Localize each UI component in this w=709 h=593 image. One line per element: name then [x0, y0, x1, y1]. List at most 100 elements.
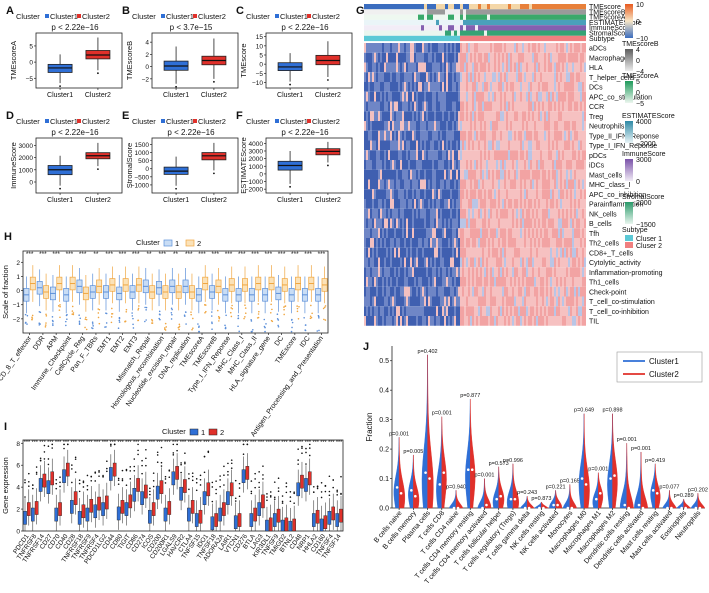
heatmap-cell: [556, 199, 558, 209]
heatmap-cell: [566, 160, 568, 170]
annotation-cell: [376, 35, 379, 42]
heatmap-cell: [528, 150, 530, 160]
heatmap-cell: [582, 101, 584, 112]
outlier-point: [269, 491, 272, 493]
annotation-cell: [442, 25, 445, 31]
heatmap-cell: [528, 101, 530, 112]
heatmap-cell: [496, 286, 498, 297]
outlier-point: [125, 468, 128, 471]
heatmap-cell: [368, 277, 370, 287]
heatmap-cell: [370, 169, 372, 180]
heatmap-cell: [484, 62, 486, 73]
heatmap-cell: [542, 267, 544, 277]
heatmap-cell: [492, 199, 494, 209]
annotation-cell: [544, 35, 547, 42]
heatmap-cell: [432, 91, 434, 102]
heatmap-cell: [426, 247, 428, 258]
box-cluster-2: [245, 466, 250, 480]
heatmap-cell: [396, 111, 398, 121]
outlier-point: [281, 495, 284, 497]
heatmap-cell: [424, 121, 426, 131]
annotation-cell: [373, 35, 376, 42]
heatmap-cell: [478, 62, 480, 73]
annotation-cell: [496, 19, 499, 26]
heatmap-cell: [446, 62, 448, 73]
heatmap-cell: [464, 257, 466, 268]
heatmap-cell: [498, 277, 500, 287]
heatmap-cell: [434, 130, 436, 141]
heatmap-cell: [484, 316, 486, 326]
annotation-cell: [529, 35, 532, 42]
panel-letter: I: [4, 421, 7, 433]
significance-label: ***: [52, 251, 60, 258]
heatmap-cell: [414, 286, 416, 297]
heatmap-cell: [478, 52, 480, 63]
heatmap-cell: [388, 72, 390, 82]
heatmap-cell: [516, 82, 518, 92]
heatmap-cell: [446, 316, 448, 326]
heatmap-cell: [396, 130, 398, 141]
heatmap-cell: [442, 238, 444, 248]
heatmap-cell: [482, 43, 484, 53]
heatmap-cell: [512, 91, 514, 102]
outlier-point: [281, 500, 284, 503]
heatmap-cell: [570, 101, 572, 112]
heatmap-cell: [482, 277, 484, 287]
heatmap-cell: [386, 267, 388, 277]
heatmap-cell: [550, 286, 552, 297]
outlier-point: [180, 471, 182, 474]
legend-title: TMEscoreA: [622, 73, 659, 80]
heatmap-cell: [480, 257, 482, 268]
box-cluster-2: [27, 502, 31, 516]
heatmap-cell: [524, 150, 526, 160]
annotation-cell: [409, 30, 412, 36]
annotation-cell: [397, 9, 400, 15]
outlier-point: [191, 475, 194, 478]
heatmap-cell: [448, 306, 450, 316]
heatmap-cell: [390, 150, 392, 160]
heatmap-cell: [408, 52, 410, 63]
heatmap-cell: [560, 121, 562, 131]
outlier-point: [305, 447, 307, 450]
heatmap-cell: [530, 160, 532, 170]
x-tick-label: Cluster1: [163, 92, 189, 99]
heatmap-cell: [450, 121, 452, 131]
y-tick-label: −1000: [245, 179, 264, 186]
heatmap-cell: [568, 111, 570, 121]
heatmap-cell: [510, 72, 512, 82]
annotation-cell: [445, 35, 448, 42]
heatmap-cell: [464, 306, 466, 316]
heatmap-cell: [554, 179, 556, 190]
heatmap-cell: [474, 140, 476, 151]
annotation-cell: [466, 30, 469, 36]
box-cluster-1: [187, 507, 191, 522]
outlier-point: [159, 318, 161, 321]
heatmap-cell: [478, 91, 480, 102]
heatmap-cell: [366, 130, 368, 141]
heatmap-cell: [374, 228, 376, 238]
annotation-cell: [544, 4, 547, 10]
heatmap-cell: [536, 72, 538, 82]
heatmap-cell: [552, 218, 554, 229]
outlier-point: [318, 317, 320, 319]
outlier-point: [277, 325, 280, 328]
heatmap-cell: [554, 150, 556, 160]
heatmap-cell: [374, 189, 376, 199]
heatmap-cell: [450, 286, 452, 297]
outlier-point: [102, 474, 104, 477]
heatmap-cell: [542, 199, 544, 209]
heatmap-cell: [398, 140, 400, 151]
heatmap-cell: [446, 101, 448, 112]
annotation-cell: [466, 14, 469, 20]
box-cluster-1: [249, 513, 254, 527]
heatmap-cell: [512, 62, 514, 73]
heatmap-cell: [390, 316, 392, 326]
annotation-cell: [409, 4, 412, 10]
heatmap-cell: [374, 267, 376, 277]
outlier-point: [145, 309, 147, 311]
heatmap-cell: [560, 267, 562, 277]
heatmap-cell: [392, 72, 394, 82]
heatmap-cell: [518, 316, 520, 326]
heatmap-cell: [406, 101, 408, 112]
outlier-point: [160, 461, 163, 464]
